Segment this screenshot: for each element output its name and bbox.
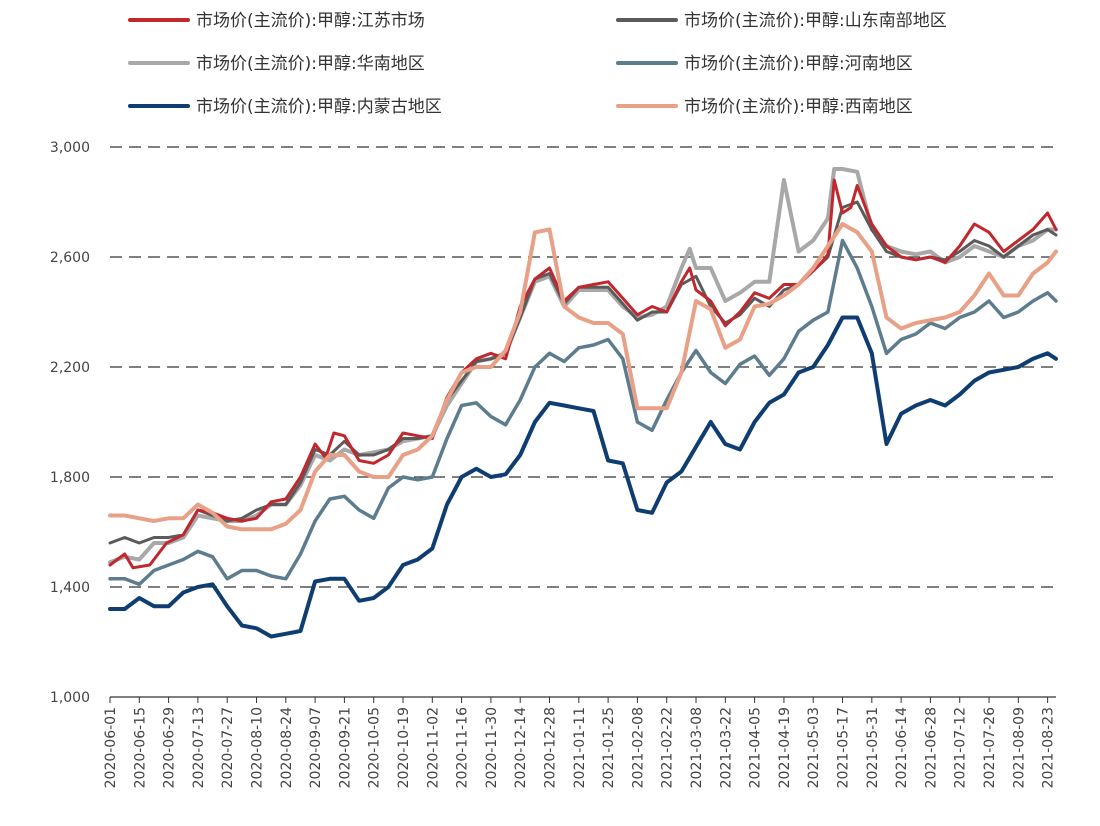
y-tick-label: 1,800	[50, 470, 90, 486]
series-line-3	[108, 238, 1058, 587]
series-line-5	[108, 222, 1058, 532]
legend-label: 市场价(主流价):甲醇:华南地区	[196, 54, 425, 74]
legend-label: 市场价(主流价):甲醇:山东南部地区	[684, 11, 947, 31]
x-axis: 2020-06-01 2020-06-15 2020-06-29 2020-07-13…	[103, 696, 1057, 788]
gridlines	[110, 146, 1056, 588]
series-line-2	[108, 167, 1058, 565]
x-tick-label: 2021-05-17	[836, 707, 852, 788]
y-tick-label: 1,000	[50, 690, 90, 706]
x-tick-label: 2021-02-22	[660, 707, 676, 788]
x-tick-label: 2021-06-14	[894, 707, 910, 788]
legend-label: 市场价(主流价):甲醇:河南地区	[684, 54, 913, 74]
series-layer	[108, 167, 1058, 639]
y-tick-label: 3,000	[50, 140, 90, 156]
x-tick-label: 2020-06-01	[103, 707, 119, 788]
y-axis: 1,000 1,400 1,800 2,200 2,600 3,000	[50, 140, 90, 706]
x-tick-label: 2021-07-26	[982, 707, 998, 788]
x-tick-label: 2020-12-14	[513, 707, 529, 788]
x-tick-label: 2020-09-21	[337, 707, 353, 788]
x-tick-label: 2021-08-23	[1041, 707, 1057, 788]
legend-label: 市场价(主流价):甲醇:内蒙古地区	[196, 97, 442, 117]
y-tick-label: 1,400	[50, 580, 90, 596]
x-tick-label: 2021-02-08	[630, 707, 646, 788]
legend-label: 市场价(主流价):甲醇:西南地区	[684, 97, 913, 117]
x-tick-label: 2020-12-28	[543, 707, 559, 788]
x-tick-label: 2021-05-03	[806, 707, 822, 788]
legend: 市场价(主流价):甲醇:江苏市场 市场价(主流价):甲醇:山东南部地区市场价(主流…	[128, 11, 947, 117]
x-tick-label: 2020-11-02	[425, 707, 441, 788]
x-tick-label: 2020-06-15	[132, 707, 148, 788]
x-tick-label: 2021-05-31	[865, 707, 881, 788]
x-tick-label: 2020-10-05	[367, 707, 383, 788]
legend-label: 市场价(主流价):甲醇:江苏市场	[196, 11, 425, 31]
x-tick-label: 2021-06-28	[923, 707, 939, 788]
series-line-4	[108, 315, 1058, 639]
x-tick-label: 2020-11-30	[484, 707, 500, 788]
x-tick-label: 2021-04-19	[777, 707, 793, 788]
x-tick-label: 2021-01-11	[572, 707, 588, 788]
y-tick-label: 2,200	[50, 360, 90, 376]
x-tick-label: 2021-01-25	[601, 707, 617, 788]
x-tick-label: 2020-08-24	[279, 707, 295, 788]
x-tick-label: 2020-07-27	[220, 707, 236, 788]
x-tick-label: 2021-04-05	[748, 707, 764, 788]
x-tick-label: 2021-03-22	[718, 707, 734, 788]
x-tick-label: 2021-07-12	[953, 707, 969, 788]
x-tick-label: 2021-03-08	[689, 707, 705, 788]
x-tick-label: 2020-07-13	[191, 707, 207, 788]
x-tick-label: 2020-11-16	[455, 707, 471, 788]
x-tick-label: 2021-08-09	[1011, 707, 1027, 788]
x-tick-label: 2020-09-07	[308, 707, 324, 788]
x-tick-label: 2020-06-29	[162, 707, 178, 788]
x-tick-label: 2020-08-10	[250, 707, 266, 788]
series-line-0	[108, 178, 1058, 570]
y-tick-label: 2,600	[50, 250, 90, 266]
x-tick-label: 2020-10-19	[396, 707, 412, 788]
